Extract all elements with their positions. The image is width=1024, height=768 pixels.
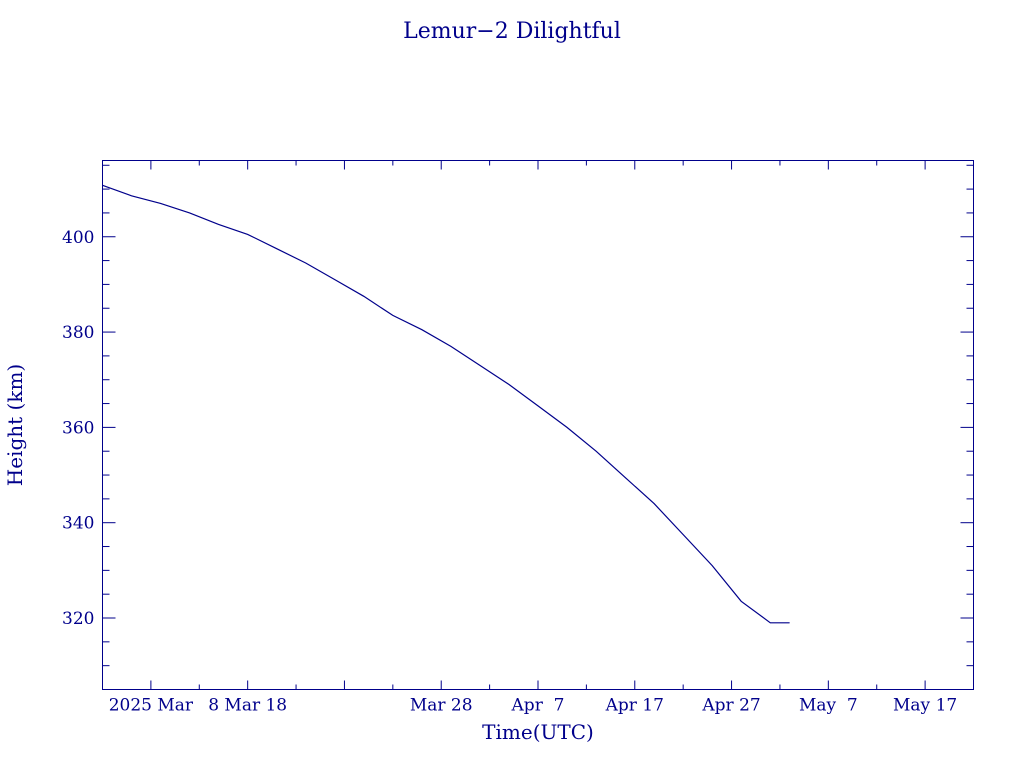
y-tick-label: 380 (62, 323, 94, 343)
axis-ticks (102, 160, 974, 690)
x-tick-label: Apr 7 (511, 696, 565, 716)
y-tick-label: 340 (62, 514, 94, 534)
x-tick-label: May 7 (799, 696, 858, 716)
series-line (102, 184, 790, 624)
x-tick-label: 2025 Mar (109, 696, 194, 716)
x-tick-label: Apr 17 (605, 696, 664, 716)
chart-title: Lemur−2 Dilightful (403, 19, 621, 44)
y-tick-label: 400 (62, 228, 94, 248)
x-tick-label: May 17 (893, 696, 957, 716)
tick-labels: 2025 Mar 8 Mar 18 Mar 28 Apr 7 Apr 17 Apr 27 M… (62, 228, 957, 716)
x-tick-label: 8 Mar 18 (208, 696, 287, 716)
plot-frame (102, 160, 974, 690)
x-axis-label: Time(UTC) (482, 720, 594, 744)
y-tick-label: 320 (62, 609, 94, 629)
y-tick-label: 360 (62, 418, 94, 438)
series-layer (102, 184, 790, 624)
y-axis-label: Height (km) (3, 364, 27, 486)
x-tick-label: Mar 28 (410, 696, 473, 716)
x-tick-label: Apr 27 (701, 696, 760, 716)
